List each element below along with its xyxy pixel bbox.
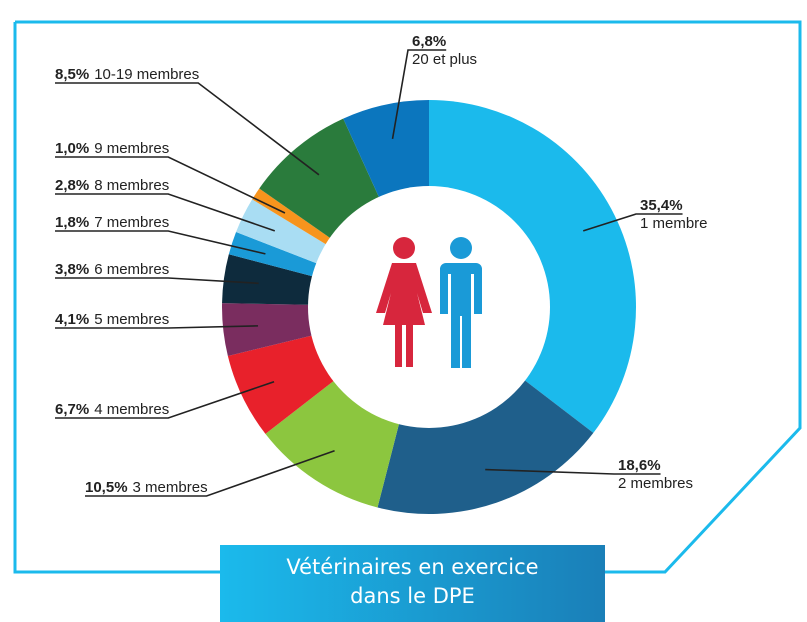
data-label: 8,5% 10-19 membres — [55, 66, 199, 83]
leader-line — [391, 49, 447, 140]
leader-line — [85, 450, 335, 497]
data-label: 6,7% 4 membres — [55, 401, 169, 418]
leader-line — [55, 230, 266, 255]
data-label: 1,8% 7 membres — [55, 214, 169, 231]
value-label: 3,8% — [55, 261, 89, 278]
category-label: 20 et plus — [412, 51, 477, 68]
value-label: 6,7% — [55, 401, 89, 418]
category-label: 2 membres — [618, 475, 693, 492]
value-label: 1,0% — [55, 140, 89, 157]
man-icon — [440, 237, 482, 368]
leader-line — [55, 277, 259, 285]
leader-line — [582, 213, 683, 232]
category-label: 5 membres — [94, 311, 169, 328]
leader-line — [55, 82, 320, 176]
category-label: 10-19 membres — [94, 66, 199, 83]
chart-title: Vétérinaires en exercice dans le DPE — [220, 545, 605, 622]
category-label: 9 membres — [94, 140, 169, 157]
data-label: 1,0% 9 membres — [55, 140, 169, 157]
leader-line — [485, 468, 661, 475]
leader-line — [55, 380, 275, 419]
category-label: 4 membres — [94, 401, 169, 418]
value-label: 4,1% — [55, 311, 89, 328]
category-label: 7 membres — [94, 214, 169, 231]
data-label: 2,8% 8 membres — [55, 177, 169, 194]
leader-line — [55, 193, 276, 232]
frame — [13, 20, 802, 574]
value-label: 10,5% — [85, 479, 128, 496]
value-label: 35,4% — [640, 197, 683, 214]
value-label: 1,8% — [55, 214, 89, 231]
category-label: 6 membres — [94, 261, 169, 278]
data-label: 35,4% — [640, 197, 683, 214]
leader-line — [55, 325, 259, 329]
leader-line — [55, 156, 286, 214]
data-label: 3,8% 6 membres — [55, 261, 169, 278]
data-label: 18,6% — [618, 457, 661, 474]
labels: 35,4%1 membre 18,6%2 membres 10,5% 3 membre… — [55, 33, 708, 497]
value-label: 18,6% — [618, 457, 661, 474]
category-label: 1 membre — [640, 215, 708, 232]
data-label: 4,1% 5 membres — [55, 311, 169, 328]
value-label: 8,5% — [55, 66, 89, 83]
value-label: 2,8% — [55, 177, 89, 194]
category-label: 8 membres — [94, 177, 169, 194]
category-label: 3 membres — [133, 479, 208, 496]
data-label: 10,5% 3 membres — [85, 479, 208, 496]
woman-icon — [376, 237, 432, 367]
value-label: 6,8% — [412, 33, 446, 50]
data-label: 6,8% — [412, 33, 446, 50]
